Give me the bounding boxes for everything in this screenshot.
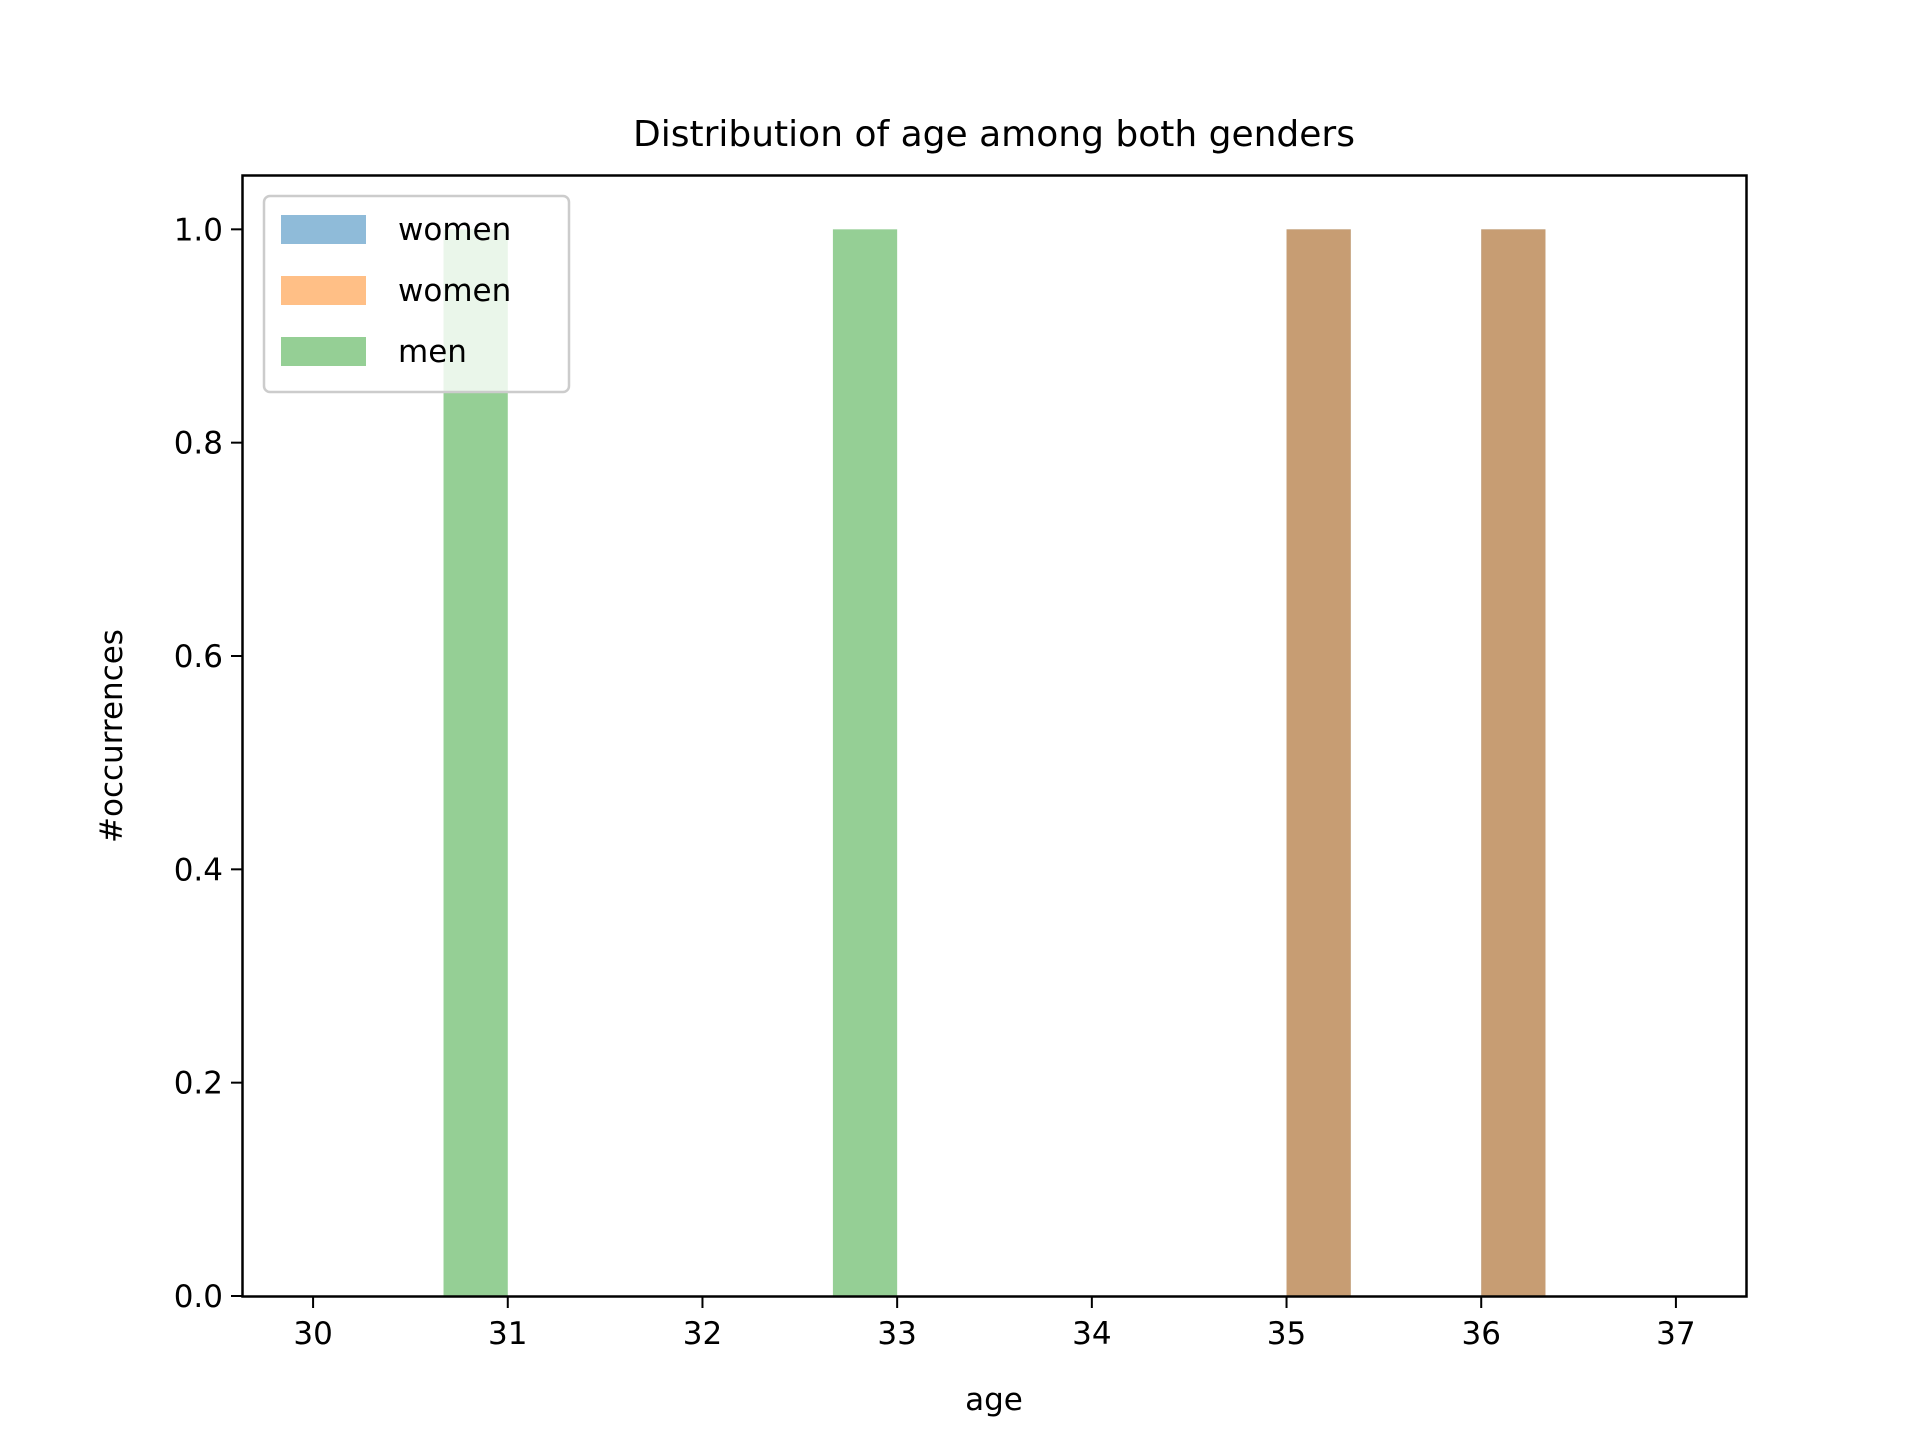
x-tick-label: 36 [1461,1316,1500,1352]
plot-frame [241,174,1748,1298]
legend-label-women: women [398,273,511,309]
x-axis-label: age [965,1382,1023,1418]
bar-men-2-1 [832,229,898,1296]
x-tick-label: 31 [488,1316,527,1352]
y-tick-label: 0.2 [174,1066,223,1102]
bar-women-1-1 [1481,229,1546,1296]
legend-label-women: women [398,212,511,248]
x-axis-ticks: 30 31 32 33 34 35 36 37 [293,1296,1696,1352]
x-tick-label: 32 [683,1316,722,1352]
y-tick-label: 0.6 [174,639,223,675]
y-tick-label: 0.0 [174,1279,223,1315]
bar-men-2-0 [443,229,508,1296]
x-tick-label: 30 [293,1316,332,1352]
x-tick-label: 35 [1267,1316,1306,1352]
x-tick-label: 33 [877,1316,916,1352]
chart-title: Distribution of age among both genders [633,114,1355,155]
y-tick-label: 0.8 [174,426,223,462]
legend: women women men [262,194,571,394]
y-axis-ticks: 0.0 0.2 0.4 0.6 0.8 1.0 [174,212,243,1315]
y-tick-label: 0.4 [174,852,223,888]
legend-label-men: men [398,334,467,370]
legend-swatch-women [281,276,366,305]
x-tick-label: 37 [1656,1316,1695,1352]
y-tick-label: 1.0 [174,212,223,248]
bars-layer [443,229,1546,1296]
y-axis-label: #occurrences [94,629,130,843]
x-tick-label: 34 [1072,1316,1111,1352]
legend-swatch-women [281,215,366,244]
bar-women-1-0 [1286,229,1351,1296]
legend-swatch-men [281,337,366,366]
